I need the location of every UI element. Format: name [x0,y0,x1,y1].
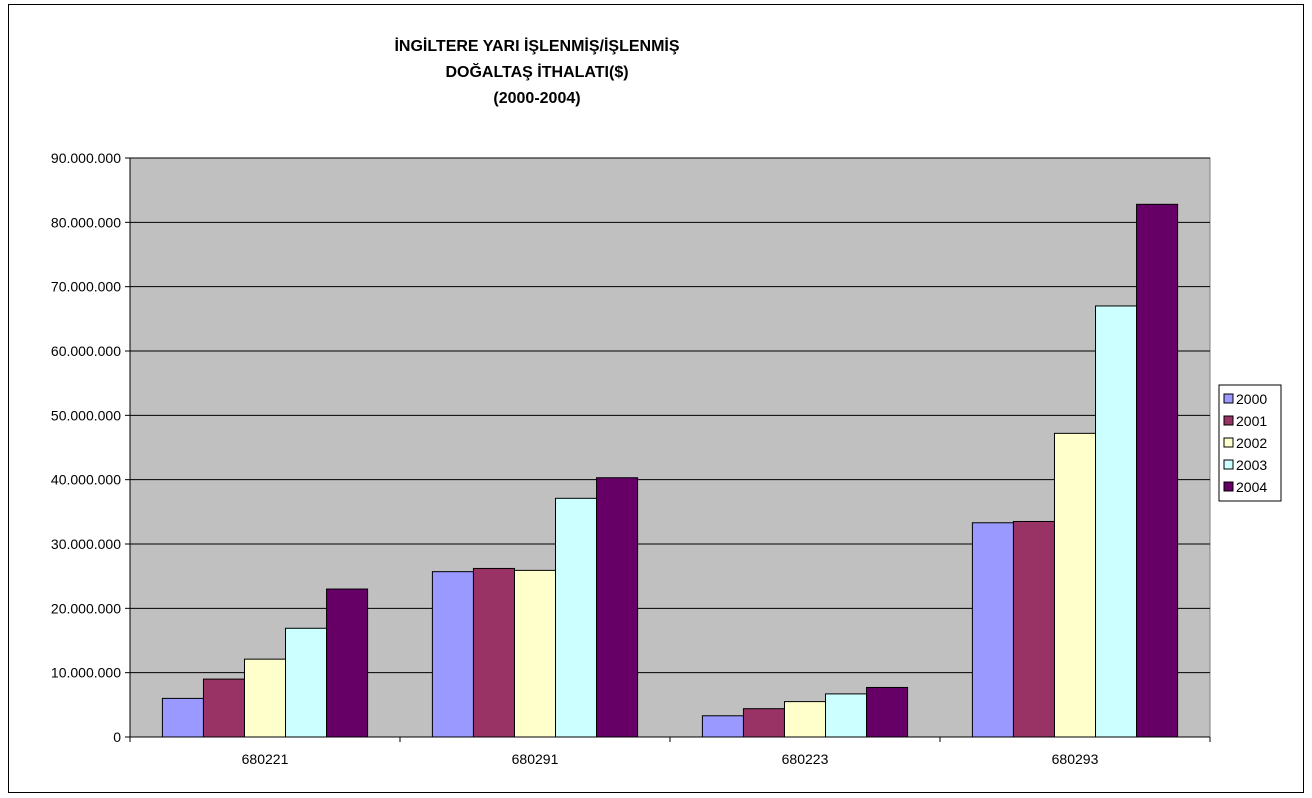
y-tick-label: 10.000.000 [51,665,121,681]
bar-2002-680221 [243,658,287,738]
legend-label-2001: 2001 [1236,413,1267,429]
x-tick-label: 680293 [1052,751,1099,767]
legend: 2000 2001 2002 2003 2004 [1218,384,1282,502]
y-tick-label: 60.000.000 [51,343,121,359]
bars [161,203,1179,738]
bar-2004-680293 [1136,203,1179,738]
y-tick-label: 40.000.000 [51,472,121,488]
bar-chart: İNGİLTERE YARI İŞLENMİŞ/İŞLENMİŞ DOĞALTA… [51,37,1282,767]
y-axis: 0 10.000.000 20.000.000 30.000.000 40.000.00… [51,150,130,745]
legend-label-2000: 2000 [1236,391,1267,407]
y-tick-label: 90.000.000 [51,150,121,166]
bar-2002-680223 [783,701,827,738]
bar-2000-680221 [161,697,204,738]
bar-2000-680291 [431,571,474,738]
x-tick-label: 680223 [782,751,829,767]
bar-2004-680291 [596,477,639,738]
bar-2003-680291 [555,497,598,738]
chart-title-line-1: İNGİLTERE YARI İŞLENMİŞ/İŞLENMİŞ [394,37,679,55]
bar-2003-680293 [1095,305,1138,738]
y-tick-label: 70.000.000 [51,279,121,295]
legend-label-2003: 2003 [1236,457,1267,473]
y-tick-label: 80.000.000 [51,214,121,230]
legend-label-2004: 2004 [1236,479,1267,495]
bar-2004-680223 [866,686,909,738]
legend-swatch-2003 [1223,459,1234,470]
legend-swatch-2000 [1223,393,1234,404]
bar-2004-680221 [326,588,369,738]
chart-title-line-3: (2000-2004) [493,90,580,107]
y-tick-label: 0 [113,729,121,745]
x-tick-label: 680221 [242,751,289,767]
bar-2003-680221 [285,627,328,738]
chart-frame: İNGİLTERE YARI İŞLENMİŞ/İŞLENMİŞ DOĞALTA… [8,4,1304,793]
y-tick-label: 50.000.000 [51,407,121,423]
y-tick-label: 30.000.000 [51,536,121,552]
bar-2000-680223 [701,715,744,738]
chart-title-line-2: DOĞALTAŞ İTHALATI($) [445,62,628,81]
x-tick-label: 680291 [512,751,559,767]
y-tick-label: 20.000.000 [51,600,121,616]
bar-2002-680291 [513,569,557,738]
legend-swatch-2001 [1223,415,1234,426]
bar-2000-680293 [971,522,1014,738]
bar-2002-680293 [1053,432,1097,738]
bar-2001-680223 [742,708,785,738]
bar-2001-680221 [202,678,245,738]
legend-swatch-2002 [1223,437,1234,448]
bar-2003-680223 [825,693,868,738]
legend-swatch-2004 [1223,481,1234,492]
bar-2001-680291 [472,567,515,738]
bar-2001-680293 [1012,520,1055,738]
x-axis: 680221 680291 680223 680293 [129,737,1211,767]
chart-title: İNGİLTERE YARI İŞLENMİŞ/İŞLENMİŞ DOĞALTA… [394,37,679,107]
legend-label-2002: 2002 [1236,435,1267,451]
